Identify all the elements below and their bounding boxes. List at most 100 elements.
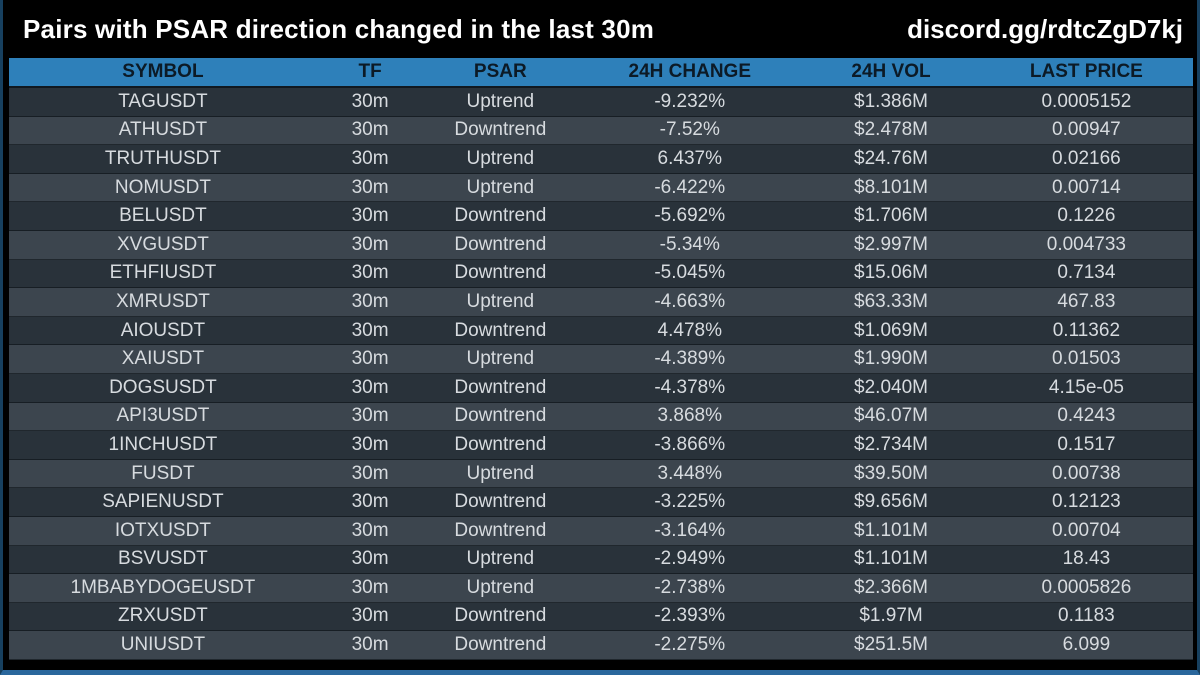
psar-cell: Uptrend <box>466 176 535 198</box>
symbol-cell: BELUSDT <box>119 205 207 227</box>
vol-cell: $2.997M <box>854 233 928 255</box>
symbol-cell: XVGUSDT <box>116 233 209 255</box>
tf-cell: 30m <box>351 176 389 198</box>
discord-invite-text: discord.gg/rdtcZgD7kj <box>907 13 1183 44</box>
change-cell: 6.437% <box>657 147 722 169</box>
tf-cell: 30m <box>351 634 389 656</box>
price-cell: 0.0005826 <box>1041 576 1132 598</box>
symbol-cell: ZRXUSDT <box>118 605 208 627</box>
table-row: ZRXUSDT 30m Downtrend -2.393% $1.97M 0.1… <box>9 602 1193 632</box>
vol-cell: $39.50M <box>854 462 928 484</box>
table-row: DOGSUSDT 30m Downtrend -4.378% $2.040M 4… <box>9 373 1193 403</box>
column-header-tf: TF <box>358 61 382 82</box>
symbol-cell: TRUTHUSDT <box>104 147 221 169</box>
tf-cell: 30m <box>351 205 389 227</box>
tf-cell: 30m <box>351 90 389 112</box>
symbol-cell: DOGSUSDT <box>109 376 217 398</box>
vol-cell: $46.07M <box>854 405 928 427</box>
table-row: ATHUSDT 30m Downtrend -7.52% $2.478M 0.0… <box>9 116 1193 146</box>
tf-cell: 30m <box>351 548 389 570</box>
table-row: 1INCHUSDT 30m Downtrend -3.866% $2.734M … <box>9 431 1193 460</box>
change-cell: -4.663% <box>654 290 726 312</box>
table-row: FUSDT 30m Uptrend 3.448% $39.50M 0.00738 <box>9 459 1193 489</box>
change-cell: -5.692% <box>654 205 726 227</box>
vol-cell: $2.366M <box>854 576 928 598</box>
symbol-cell: FUSDT <box>131 462 195 484</box>
change-cell: 3.868% <box>657 405 722 427</box>
price-cell: 0.4243 <box>1057 405 1116 427</box>
psar-cell: Downtrend <box>454 405 547 427</box>
symbol-cell: NOMUSDT <box>114 176 211 198</box>
tf-cell: 30m <box>351 576 389 598</box>
price-cell: 0.00714 <box>1052 176 1121 198</box>
tf-cell: 30m <box>351 233 389 255</box>
table-row: XMRUSDT 30m Uptrend -4.663% $63.33M 467.… <box>9 288 1193 317</box>
symbol-cell: 1INCHUSDT <box>108 433 218 455</box>
price-cell: 18.43 <box>1062 548 1111 570</box>
change-cell: -4.389% <box>654 348 726 370</box>
table-row: NOMUSDT 30m Uptrend -6.422% $8.101M 0.00… <box>9 173 1193 203</box>
tf-cell: 30m <box>351 376 389 398</box>
price-cell: 6.099 <box>1062 634 1111 656</box>
change-cell: -4.378% <box>654 376 726 398</box>
tf-cell: 30m <box>351 462 389 484</box>
psar-cell: Downtrend <box>454 519 547 541</box>
psar-cell: Downtrend <box>454 262 547 284</box>
price-cell: 0.11362 <box>1052 319 1121 341</box>
symbol-cell: TAGUSDT <box>118 90 208 112</box>
psar-cell: Uptrend <box>466 576 535 598</box>
psar-cell: Uptrend <box>466 348 535 370</box>
vol-cell: $1.101M <box>854 519 928 541</box>
vol-cell: $1.990M <box>854 348 928 370</box>
change-cell: -3.164% <box>654 519 726 541</box>
change-cell: -3.225% <box>654 491 726 513</box>
table-header-row: SYMBOL TF PSAR 24H CHANGE 24H VOL LAST P… <box>9 58 1193 88</box>
tf-cell: 30m <box>351 433 389 455</box>
table-row: UNIUSDT 30m Downtrend -2.275% $251.5M 6.… <box>9 631 1193 660</box>
psar-cell: Uptrend <box>466 548 535 570</box>
table-row: SAPIENUSDT 30m Downtrend -3.225% $9.656M… <box>9 488 1193 517</box>
symbol-cell: AIOUSDT <box>120 319 206 341</box>
vol-cell: $2.478M <box>854 119 928 141</box>
change-cell: -2.949% <box>654 548 726 570</box>
change-cell: 4.478% <box>657 319 722 341</box>
vol-cell: $1.069M <box>854 319 928 341</box>
tf-cell: 30m <box>351 405 389 427</box>
tf-cell: 30m <box>351 290 389 312</box>
column-header-24h-vol: 24H VOL <box>851 61 931 82</box>
price-cell: 0.01503 <box>1052 348 1121 370</box>
symbol-cell: BSVUSDT <box>118 548 208 570</box>
psar-cell: Downtrend <box>454 319 547 341</box>
column-header-psar: PSAR <box>473 61 527 82</box>
change-cell: -5.34% <box>659 233 720 255</box>
table-row: BELUSDT 30m Downtrend -5.692% $1.706M 0.… <box>9 202 1193 231</box>
table-row: XAIUSDT 30m Uptrend -4.389% $1.990M 0.01… <box>9 345 1193 374</box>
table-row: XVGUSDT 30m Downtrend -5.34% $2.997M 0.0… <box>9 230 1193 260</box>
table-row: API3USDT 30m Downtrend 3.868% $46.07M 0.… <box>9 402 1193 432</box>
symbol-cell: SAPIENUSDT <box>102 491 224 513</box>
symbol-cell: IOTXUSDT <box>114 519 211 541</box>
vol-cell: $1.97M <box>859 605 923 627</box>
table-body: TAGUSDT 30m Uptrend -9.232% $1.386M 0.00… <box>9 88 1193 660</box>
price-cell: 0.02166 <box>1052 147 1121 169</box>
psar-cell: Downtrend <box>454 119 547 141</box>
price-cell: 0.004733 <box>1046 233 1126 255</box>
price-cell: 0.12123 <box>1052 491 1121 513</box>
psar-cell: Downtrend <box>454 233 547 255</box>
change-cell: -7.52% <box>659 119 720 141</box>
tf-cell: 30m <box>351 147 389 169</box>
vol-cell: $1.386M <box>854 90 928 112</box>
change-cell: -2.275% <box>654 634 726 656</box>
symbol-cell: API3USDT <box>116 405 210 427</box>
vol-cell: $15.06M <box>854 262 928 284</box>
table-row: BSVUSDT 30m Uptrend -2.949% $1.101M 18.4… <box>9 545 1193 575</box>
psar-cell: Uptrend <box>466 90 535 112</box>
symbol-cell: UNIUSDT <box>120 634 206 656</box>
price-cell: 0.7134 <box>1057 262 1116 284</box>
price-cell: 0.1183 <box>1058 605 1115 627</box>
vol-cell: $1.101M <box>854 548 928 570</box>
tf-cell: 30m <box>351 491 389 513</box>
table-row: IOTXUSDT 30m Downtrend -3.164% $1.101M 0… <box>9 516 1193 546</box>
column-header-last-price: LAST PRICE <box>1029 61 1143 82</box>
change-cell: -2.393% <box>654 605 726 627</box>
